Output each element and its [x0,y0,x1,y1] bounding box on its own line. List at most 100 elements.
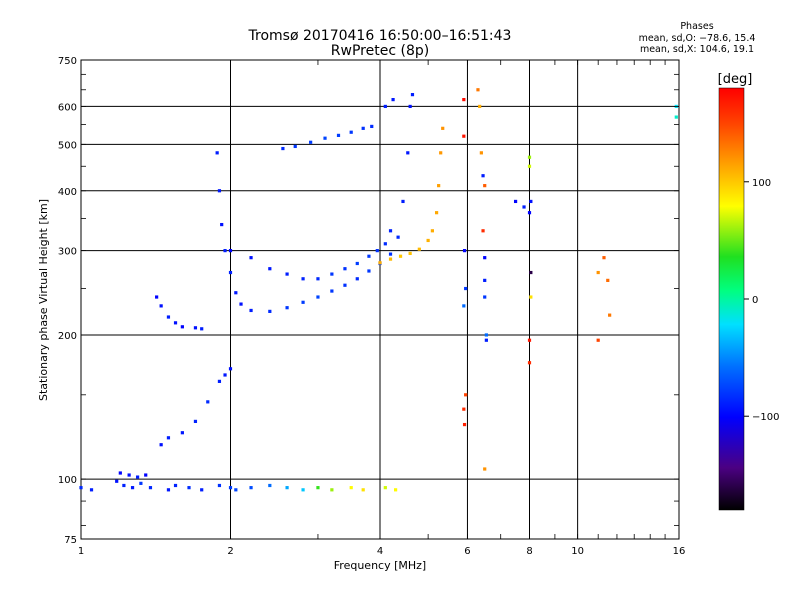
data-point [301,277,305,281]
data-point [155,295,159,299]
y-tick-label: 200 [58,331,77,342]
data-point [220,222,224,227]
data-point [462,304,466,308]
data-point [180,431,184,435]
colorbar-ticks: 100 0 −100 [744,178,779,423]
data-point [268,309,272,313]
data-point [330,488,334,492]
y-tick-label: 750 [58,56,77,67]
data-point [479,151,483,155]
data-point [483,295,487,299]
data-point [527,155,532,159]
data-point [187,486,191,490]
data-point [122,483,126,488]
data-point [383,242,387,246]
data-point [483,256,487,260]
data-point [79,486,83,490]
y-axis-ticks: 75 100 200 300 400 500 600 750 [58,56,679,546]
data-point [316,295,320,299]
grid-lines [81,60,679,539]
data-points [79,88,678,492]
data-point [89,488,94,492]
data-point [115,479,119,483]
data-point [367,269,371,273]
x-tick-label: 10 [571,546,584,557]
x-tick-label: 4 [377,546,383,557]
data-point [301,488,305,492]
data-point [426,238,430,243]
phase-box-line1: mean, sd,O: −78.6, 15.4 [638,33,756,44]
data-point [193,326,198,330]
phase-box-line2: mean, sd,X: 104.6, 19.1 [639,44,755,55]
data-point [217,483,222,488]
data-point [388,252,393,256]
data-point [462,97,466,102]
data-point [239,302,243,306]
data-point [527,361,532,365]
colorbar-label: [deg] [718,72,753,87]
y-tick-label: 75 [64,535,77,546]
data-point [180,325,184,329]
data-point [464,393,468,397]
data-point [249,308,253,313]
data-point [343,267,347,271]
data-point [396,235,400,239]
data-point [478,104,482,109]
y-tick-label: 100 [58,475,77,486]
data-point [393,488,398,492]
x-tick-label: 2 [227,546,233,557]
phase-box-title: Phases [680,21,714,32]
data-point [355,261,359,266]
data-point [159,443,163,447]
data-point [406,151,410,155]
data-point [144,473,148,477]
y-tick-label: 400 [58,187,77,198]
data-point [483,184,487,188]
data-point [217,379,222,383]
data-point [522,205,526,209]
data-point [228,270,233,275]
data-point [401,199,405,204]
data-point [378,261,382,265]
data-point [316,277,320,281]
x-axis-ticks: 1 2 4 6 8 10 16 [78,60,685,557]
data-point [166,315,171,319]
data-point [484,333,488,337]
data-point [481,229,485,233]
data-point [118,471,122,475]
data-point [159,304,163,308]
data-point [361,488,365,492]
data-point [281,146,285,151]
data-point [200,327,204,331]
data-point [215,151,219,155]
data-point [166,436,171,440]
data-point [391,97,395,102]
data-point [408,104,412,109]
data-point [484,338,488,342]
data-point [249,256,253,260]
data-point [234,291,238,295]
data-point [527,338,532,342]
data-point [127,473,131,477]
data-point [268,483,272,488]
data-point [301,300,305,304]
data-point [408,251,412,256]
y-tick-label: 300 [58,247,77,258]
data-point [323,136,327,140]
data-point [529,199,533,204]
data-point [200,488,204,492]
data-point [434,211,439,215]
data-point [234,488,238,492]
data-point [173,321,178,325]
data-point [336,133,341,137]
data-point [330,272,334,276]
data-point [349,130,353,134]
data-point [173,483,178,488]
colorbar-tick-label: 0 [752,295,758,306]
data-point [130,486,135,490]
data-point [674,115,678,119]
data-point [268,267,272,271]
data-point [383,104,387,109]
data-point [375,249,379,253]
data-point [608,313,612,317]
